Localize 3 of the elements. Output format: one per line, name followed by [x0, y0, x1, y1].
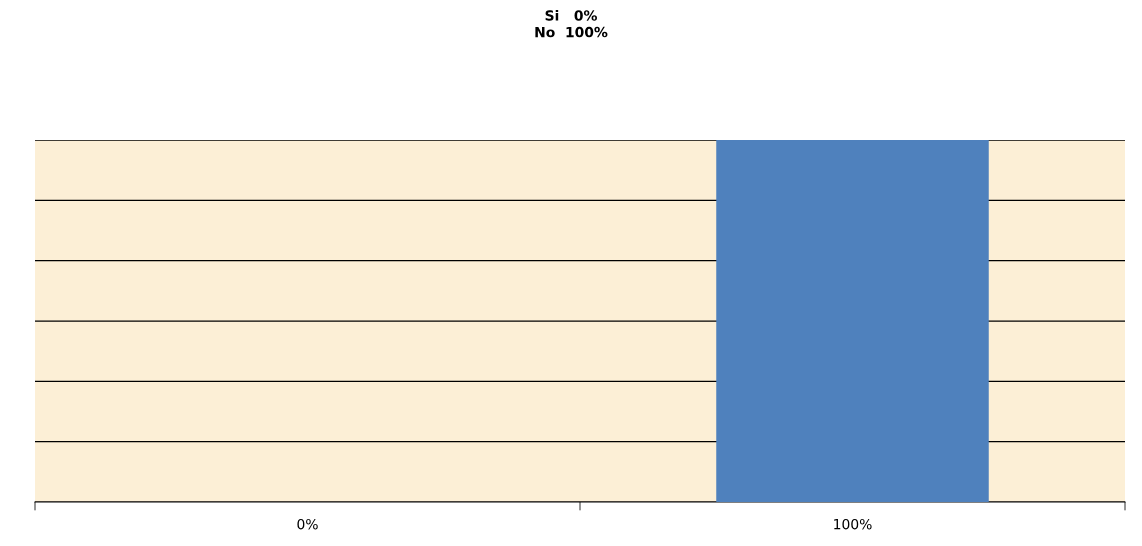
- chart-title: Si 0% No 100%: [535, 10, 608, 38]
- x-tick-label: 100%: [834, 518, 872, 530]
- x-tick-label: 0%: [297, 518, 318, 530]
